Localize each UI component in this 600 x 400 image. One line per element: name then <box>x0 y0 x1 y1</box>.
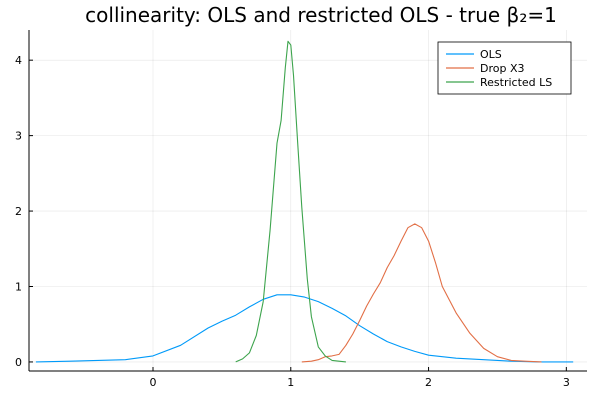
y-tick-label: 3 <box>15 130 22 143</box>
axes <box>28 30 587 372</box>
chart-title: collinearity: OLS and restricted OLS - t… <box>85 3 557 27</box>
legend-label: Restricted LS <box>480 76 552 89</box>
series-layer <box>35 40 574 363</box>
y-tick-label: 1 <box>15 281 22 294</box>
x-tick-label: 1 <box>287 376 294 389</box>
legend-label: Drop X3 <box>480 62 525 75</box>
y-tick-label: 0 <box>15 356 22 369</box>
y-tick-label: 4 <box>15 54 22 67</box>
x-tick-label: 0 <box>150 376 157 389</box>
x-tick-label: 2 <box>425 376 432 389</box>
series-line-restricted-ls <box>235 40 346 363</box>
tick-labels: 0 1 2 3 0 1 2 3 4 <box>15 54 570 389</box>
y-tick-label: 2 <box>15 205 22 218</box>
series-line-drop-x3 <box>301 223 542 363</box>
legend-label: OLS <box>480 48 502 61</box>
series-line-ols <box>35 294 574 363</box>
x-tick-label: 3 <box>563 376 570 389</box>
